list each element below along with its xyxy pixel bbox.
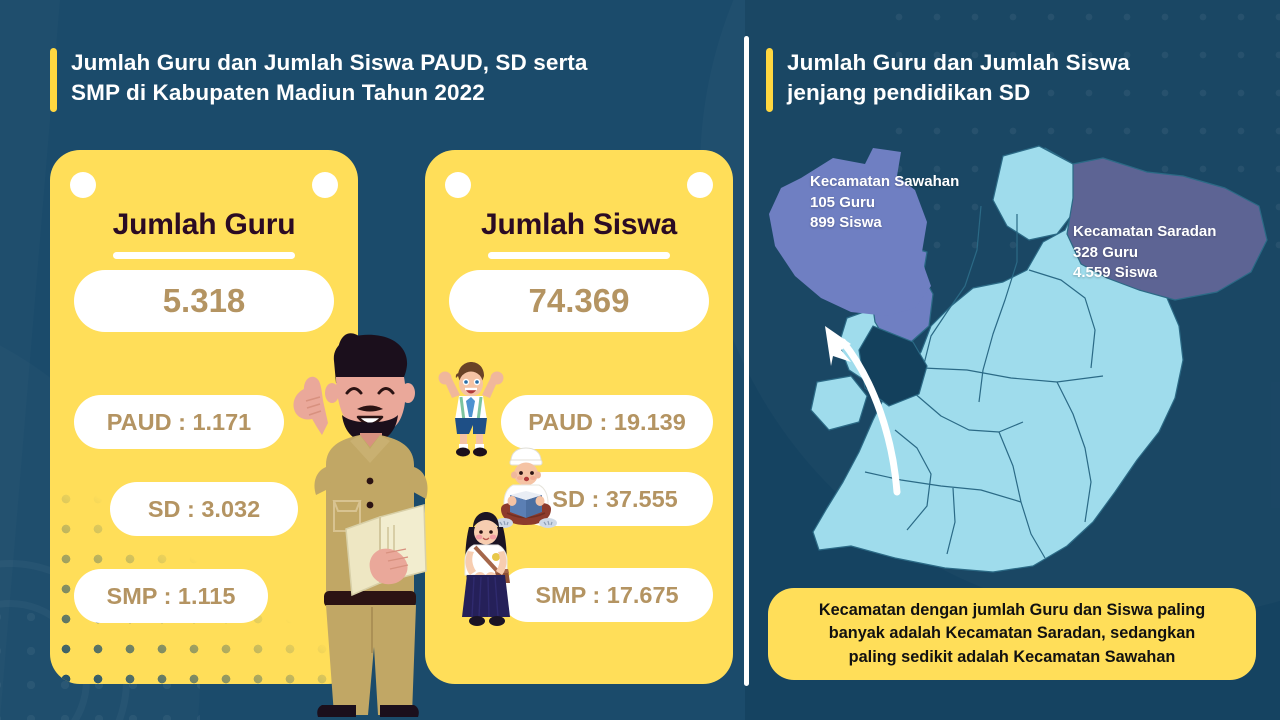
punch-hole-left bbox=[445, 172, 471, 198]
siswa-sd-value: SD : 37.555 bbox=[517, 472, 713, 526]
teacher-illustration bbox=[262, 305, 472, 720]
siswa-paud-value: PAUD : 19.139 bbox=[501, 395, 713, 449]
student-boy-illustration bbox=[432, 358, 510, 458]
punch-hole-right bbox=[687, 172, 713, 198]
student-reading-illustration bbox=[487, 443, 565, 533]
map-label-saradan: Kecamatan Saradan 328 Guru 4.559 Siswa bbox=[1073, 223, 1217, 282]
card-title-underline bbox=[488, 252, 670, 259]
card-title-underline bbox=[113, 252, 295, 259]
card-title-siswa: Jumlah Siswa bbox=[480, 208, 677, 241]
siswa-total-value: 74.369 bbox=[449, 270, 709, 332]
guru-paud-value: PAUD : 1.171 bbox=[74, 395, 284, 449]
map-label-sawahan: Kecamatan Sawahan 105 Guru 899 Siswa bbox=[810, 173, 960, 232]
right-title-text: Jumlah Guru dan Jumlah Siswa jenjang pen… bbox=[787, 50, 1130, 105]
district-sawahan-callout bbox=[769, 148, 931, 316]
title-accent-bar bbox=[766, 48, 773, 112]
guru-total-value: 5.318 bbox=[74, 270, 334, 332]
summary-note-text: Kecamatan dengan jumlah Guru dan Siswa p… bbox=[818, 601, 1206, 666]
left-title-text: Jumlah Guru dan Jumlah Siswa PAUD, SD se… bbox=[71, 50, 588, 105]
siswa-smp-value: SMP : 17.675 bbox=[501, 568, 713, 622]
stat-card-guru: Jumlah Guru 5.318 PAUD : 1.171 SD : 3.03… bbox=[50, 150, 358, 684]
punch-hole-right bbox=[312, 172, 338, 198]
madiun-regency-map bbox=[755, 130, 1270, 585]
guru-sd-value: SD : 3.032 bbox=[110, 482, 298, 536]
right-title-block: Jumlah Guru dan Jumlah Siswa jenjang pen… bbox=[766, 48, 1246, 112]
title-accent-bar bbox=[50, 48, 57, 112]
student-girl-illustration bbox=[450, 507, 522, 632]
punch-hole-left bbox=[70, 172, 96, 198]
left-title-block: Jumlah Guru dan Jumlah Siswa PAUD, SD se… bbox=[50, 48, 710, 112]
guru-smp-value: SMP : 1.115 bbox=[74, 569, 268, 623]
summary-note-box: Kecamatan dengan jumlah Guru dan Siswa p… bbox=[768, 588, 1256, 680]
vertical-divider bbox=[744, 36, 749, 686]
card-title-guru: Jumlah Guru bbox=[112, 208, 296, 241]
callout-arrow bbox=[825, 326, 901, 496]
district-saradan bbox=[1066, 157, 1268, 301]
